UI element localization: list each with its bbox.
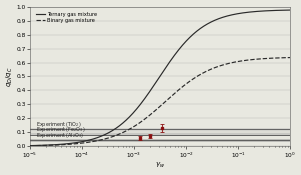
Bar bbox=[30, 133, 290, 136]
Legend: Ternary gas mixture, Binary gas mixture: Ternary gas mixture, Binary gas mixture bbox=[35, 11, 98, 23]
Binary gas mixture bbox=[281, 57, 284, 59]
Bar bbox=[30, 128, 290, 131]
Text: Experiment (Fe$_2$O$_3$): Experiment (Fe$_2$O$_3$) bbox=[36, 125, 85, 134]
Text: Experiment (TiO$_2$): Experiment (TiO$_2$) bbox=[36, 120, 82, 129]
Binary gas mixture bbox=[233, 61, 237, 63]
Ternary gas mixture bbox=[281, 9, 284, 11]
Ternary gas mixture bbox=[155, 80, 158, 82]
Line: Binary gas mixture: Binary gas mixture bbox=[30, 58, 290, 146]
Ternary gas mixture bbox=[148, 91, 151, 93]
Binary gas mixture bbox=[42, 144, 45, 146]
Bar bbox=[30, 139, 290, 142]
Binary gas mixture bbox=[288, 57, 292, 59]
Binary gas mixture bbox=[281, 57, 284, 59]
Binary gas mixture bbox=[148, 114, 151, 116]
Y-axis label: $q_D/q_C$: $q_D/q_C$ bbox=[5, 66, 15, 87]
Ternary gas mixture bbox=[288, 9, 292, 11]
Ternary gas mixture bbox=[42, 144, 45, 146]
X-axis label: $\gamma_w$: $\gamma_w$ bbox=[155, 161, 165, 170]
Text: Experiment (Al$_2$O$_3$): Experiment (Al$_2$O$_3$) bbox=[36, 131, 84, 140]
Binary gas mixture bbox=[155, 108, 158, 110]
Line: Ternary gas mixture: Ternary gas mixture bbox=[30, 10, 290, 146]
Ternary gas mixture bbox=[233, 13, 237, 15]
Ternary gas mixture bbox=[281, 9, 284, 11]
Binary gas mixture bbox=[28, 145, 32, 147]
Ternary gas mixture bbox=[28, 145, 32, 147]
